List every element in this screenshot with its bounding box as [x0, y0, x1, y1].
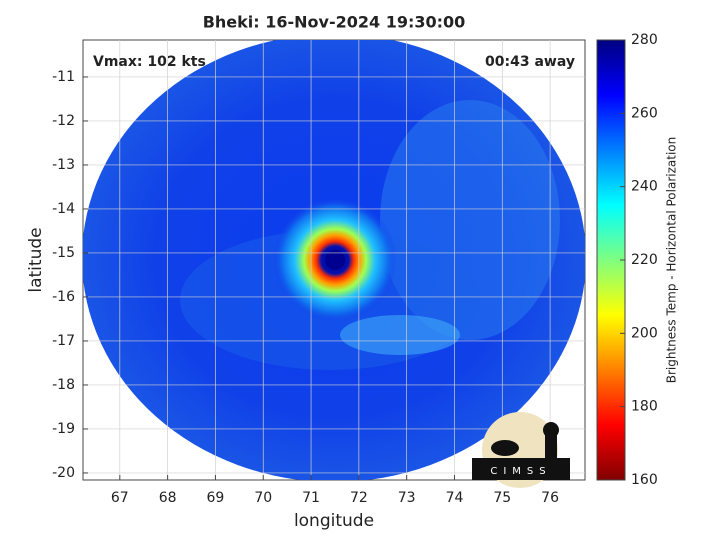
x-tick-label: 76: [541, 490, 559, 506]
logo-text: CIMSS: [490, 466, 551, 477]
x-tick-label: 70: [254, 490, 272, 506]
x-tick-label: 72: [350, 490, 368, 506]
x-tick-label: 67: [111, 490, 129, 506]
y-axis-label: latitude: [26, 227, 46, 292]
y-tick-label: -15: [52, 245, 75, 261]
y-tick-label: -12: [52, 113, 75, 129]
x-tick-label: 73: [398, 490, 416, 506]
y-tick-label: -14: [52, 201, 75, 217]
x-axis-label: longitude: [294, 511, 374, 531]
colorbar-tick-label: 220: [631, 252, 658, 268]
y-tick-label: -19: [52, 421, 75, 437]
y-tick-label: -17: [52, 333, 75, 349]
colorbar-tick-label: 180: [631, 399, 658, 415]
colorbar-tick-label: 200: [631, 325, 658, 341]
x-tick-label: 69: [207, 490, 225, 506]
satellite-image: [83, 40, 585, 480]
colorbar-tick-label: 240: [631, 179, 658, 195]
x-tick-label: 71: [302, 490, 320, 506]
colorbar-tick-label: 280: [631, 32, 658, 48]
y-tick-label: -16: [52, 289, 75, 305]
colorbar-tick-label: 160: [631, 472, 658, 488]
y-tick-label: -20: [52, 465, 75, 481]
x-tick-label: 75: [493, 490, 511, 506]
away-label: 00:43 away: [485, 54, 575, 70]
y-tick-label: -13: [52, 157, 75, 173]
colorbar-tick-label: 260: [631, 105, 658, 121]
y-tick-label: -18: [52, 377, 75, 393]
title: Bheki: 16-Nov-2024 19:30:00: [203, 13, 466, 32]
colorbar-label: Brightness Temp - Horizontal Polarizatio…: [665, 137, 679, 384]
y-tick-label: -11: [52, 69, 75, 85]
vmax-label: Vmax: 102 kts: [93, 54, 206, 70]
logo: CIMSS: [472, 412, 570, 488]
x-tick-label: 68: [159, 490, 177, 506]
x-tick-label: 74: [446, 490, 464, 506]
